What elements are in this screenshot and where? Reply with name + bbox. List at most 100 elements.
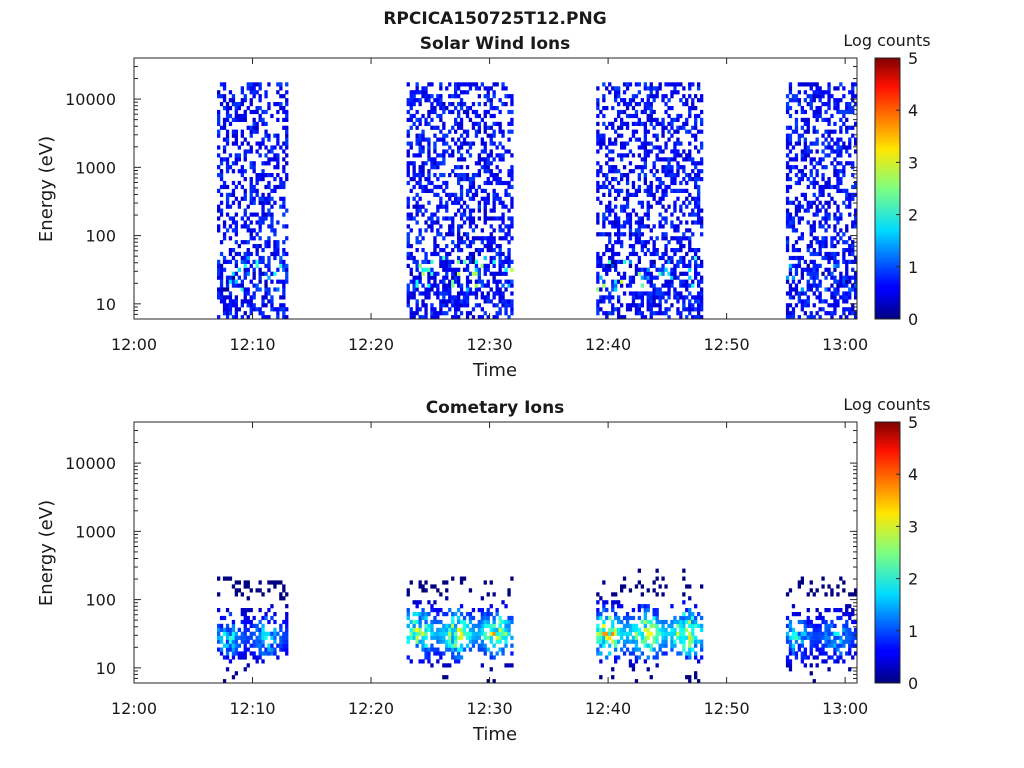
spectrogram-cell (424, 303, 428, 308)
spectrogram-cell (614, 631, 618, 636)
spectrogram-cell (217, 188, 221, 193)
spectrogram-cell (465, 295, 470, 300)
spectrogram-cell (421, 659, 425, 664)
spectrogram-cell (225, 113, 230, 119)
spectrogram-cell (812, 655, 816, 660)
spectrogram-cell (222, 307, 227, 312)
spectrogram-cell (785, 623, 790, 628)
spectrogram-cell (406, 102, 410, 107)
spectrogram-cell (620, 204, 624, 209)
spectrogram-cell (483, 631, 487, 636)
spectrogram-cell (611, 220, 615, 225)
spectrogram-cell (643, 129, 647, 134)
spectrogram-cell (237, 169, 241, 174)
spectrogram-cell (617, 153, 621, 158)
spectrogram-cell (489, 580, 493, 585)
spectrogram-cell (231, 271, 236, 276)
spectrogram-cell (622, 623, 627, 628)
spectrogram-cell (471, 216, 476, 221)
spectrogram-cell (596, 251, 600, 257)
spectrogram-cell (507, 627, 511, 632)
spectrogram-cell (430, 275, 434, 280)
spectrogram-cell (602, 212, 606, 217)
spectrogram-cell (489, 623, 493, 628)
x-axis-label: Time (472, 360, 517, 381)
spectrogram-cell (620, 240, 624, 245)
spectrogram-cell (821, 188, 825, 193)
spectrogram-cell (448, 627, 452, 632)
spectrogram-cell (495, 315, 499, 320)
spectrogram-cell (459, 311, 464, 316)
spectrogram-cell (249, 623, 253, 628)
spectrogram-cell (658, 196, 662, 201)
spectrogram-cell (285, 623, 289, 628)
spectrogram-cell (833, 307, 837, 312)
spectrogram-cell (273, 307, 277, 312)
spectrogram-cell (249, 184, 253, 190)
spectrogram-cell (694, 275, 698, 280)
spectrogram-cell (839, 129, 843, 134)
x-tick-label: 12:10 (229, 699, 275, 718)
spectrogram-cell (421, 303, 425, 308)
spectrogram-cell (462, 647, 467, 652)
spectrogram-cell (649, 283, 653, 288)
spectrogram-cell (640, 291, 644, 296)
spectrogram-cell (833, 86, 837, 91)
spectrogram-cell (655, 200, 659, 205)
spectrogram-cell (797, 141, 801, 146)
spectrogram-cell (477, 153, 481, 158)
spectrogram-cell (498, 307, 502, 312)
spectrogram-cell (688, 275, 692, 280)
spectrogram-cell (646, 184, 650, 190)
spectrogram-cell (848, 307, 852, 312)
spectrogram-cell (620, 604, 624, 609)
spectrogram-cell (451, 612, 455, 617)
spectrogram-cell (596, 184, 600, 190)
x-tick-label: 12:20 (348, 335, 394, 354)
spectrogram-cell (617, 188, 621, 193)
spectrogram-cell (854, 311, 858, 316)
spectrogram-cell (827, 267, 831, 272)
spectrogram-cell (851, 244, 855, 249)
spectrogram-cell (231, 635, 236, 640)
spectrogram-cell (468, 180, 473, 186)
spectrogram-cell (679, 255, 683, 261)
spectrogram-cell (785, 106, 790, 111)
spectrogram-cell (255, 635, 259, 640)
spectrogram-cell (596, 647, 600, 652)
spectrogram-cell (427, 82, 431, 87)
spectrogram-cell (670, 157, 674, 162)
spectrogram-cell (803, 311, 807, 316)
spectrogram-cell (812, 267, 816, 272)
spectrogram-cell (634, 307, 639, 312)
spectrogram-cell (617, 94, 621, 99)
spectrogram-cell (658, 584, 662, 589)
spectrogram-cell (495, 165, 499, 170)
spectrogram-cell (270, 216, 274, 221)
spectrogram-cell (261, 659, 265, 664)
spectrogram-cell (809, 267, 813, 272)
spectrogram-cell (611, 639, 615, 644)
spectrogram-cell (228, 259, 233, 264)
spectrogram-cell (827, 643, 831, 648)
spectrogram-cell (646, 216, 650, 221)
spectrogram-cell (679, 623, 683, 628)
spectrogram-cell (273, 287, 277, 292)
spectrogram-cell (240, 102, 244, 107)
spectrogram-cell (439, 291, 443, 296)
spectrogram-cell (225, 283, 230, 288)
spectrogram-cell (409, 295, 413, 300)
spectrogram-cell (688, 623, 692, 628)
spectrogram-cell (492, 204, 496, 209)
spectrogram-cell (445, 251, 449, 257)
spectrogram-cell (424, 291, 428, 296)
spectrogram-cell (622, 259, 627, 264)
spectrogram-cell (646, 117, 650, 122)
spectrogram-cell (501, 647, 505, 652)
spectrogram-cell (694, 117, 698, 122)
spectrogram-cell (439, 184, 443, 190)
spectrogram-cell (646, 299, 650, 304)
spectrogram-cell (833, 647, 837, 652)
spectrogram-cell (267, 240, 271, 245)
